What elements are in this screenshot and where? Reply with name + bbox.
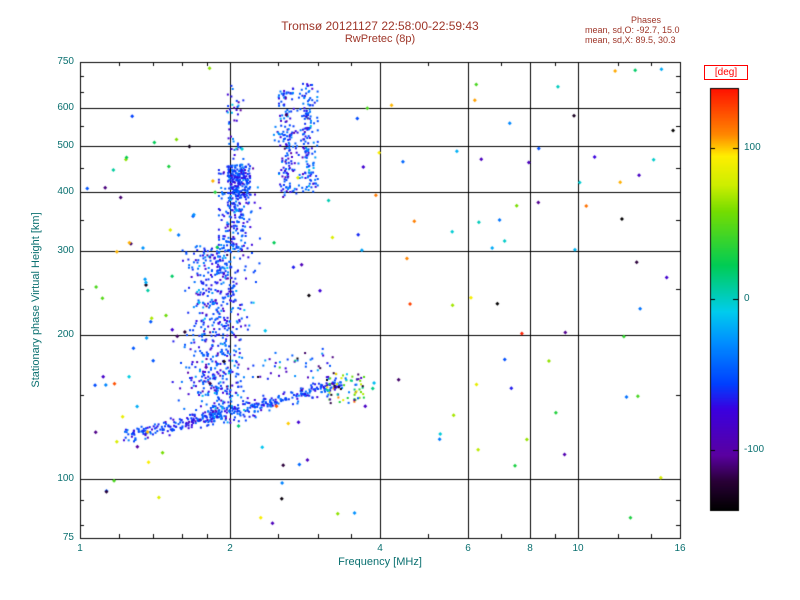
x-tick-label: 4: [377, 543, 383, 554]
y-tick-label: 750: [57, 56, 74, 67]
y-tick-label: 200: [57, 329, 74, 340]
phase-stats-header: Phases: [630, 15, 662, 25]
x-tick-label: 10: [572, 543, 584, 554]
phase-stats-o-mode: mean, sd,O: -92.7, 15.0: [585, 25, 680, 35]
y-axis-label: Stationary phase Virtual Height [km]: [30, 212, 42, 388]
colorbar-tick-label: 0: [744, 293, 750, 304]
phase-stats-block: Phases mean, sd,O: -92.7, 15.0 mean, sd,…: [585, 15, 707, 45]
x-tick-label: 2: [227, 543, 233, 554]
y-tick-label: 500: [57, 140, 74, 151]
colorbar-units-label: [deg]: [704, 65, 748, 80]
page-title: Tromsø 20121127 22:58:00-22:59:43: [281, 19, 479, 33]
x-tick-label: 8: [527, 543, 533, 554]
colorbar-tick-label: -100: [744, 444, 765, 455]
y-tick-label: 300: [57, 245, 74, 256]
y-tick-label: 75: [62, 532, 74, 543]
x-tick-label: 16: [674, 543, 686, 554]
x-tick-label: 1: [77, 543, 83, 554]
y-tick-label: 600: [57, 102, 74, 113]
x-axis-label: Frequency [MHz]: [338, 556, 422, 568]
page-subtitle: RwPretec (8p): [344, 33, 416, 45]
y-tick-label: 400: [57, 186, 74, 197]
phase-stats-x-mode: mean, sd,X: 89.5, 30.3: [585, 35, 676, 45]
y-tick-label: 100: [57, 473, 74, 484]
colorbar-tick-label: 100: [744, 142, 761, 153]
x-tick-label: 6: [465, 543, 471, 554]
